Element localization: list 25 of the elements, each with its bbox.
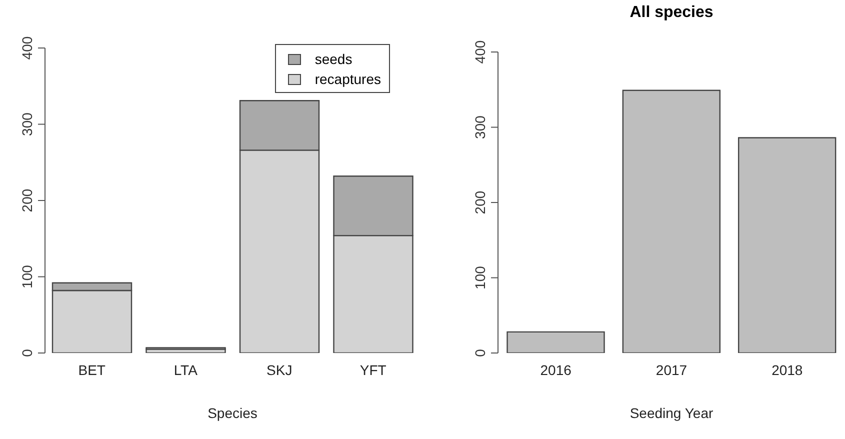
x-tick-label: SKJ [266,362,292,378]
y-tick-label: 300 [472,115,488,139]
y-tick-label: 400 [19,36,35,60]
x-tick-label: 2017 [656,362,688,378]
bar [622,90,721,353]
y-tick-label: 0 [472,348,488,357]
legend-label: recaptures [314,71,381,87]
y-tick-label: 0 [19,348,35,357]
x-tick-label: 2018 [772,362,803,378]
y-tick-label: 100 [472,266,488,290]
y-tick-label: 200 [19,188,35,212]
x-tick-label: LTA [174,362,198,378]
y-tick-label: 400 [472,40,488,64]
bar [506,331,605,353]
legend-label: seeds [314,51,352,67]
x-tick-label: BET [78,362,106,378]
x-axis-title: Seeding Year [628,405,714,421]
x-tick-label: 2016 [540,362,572,378]
chart-title: All species [628,4,714,22]
y-tick-label: 300 [19,112,35,136]
x-tick-label: YFT [360,362,387,378]
x-axis-title: Species [206,405,258,421]
y-tick-label: 200 [472,190,488,214]
y-tick-label: 100 [19,264,35,288]
bar [738,137,836,353]
